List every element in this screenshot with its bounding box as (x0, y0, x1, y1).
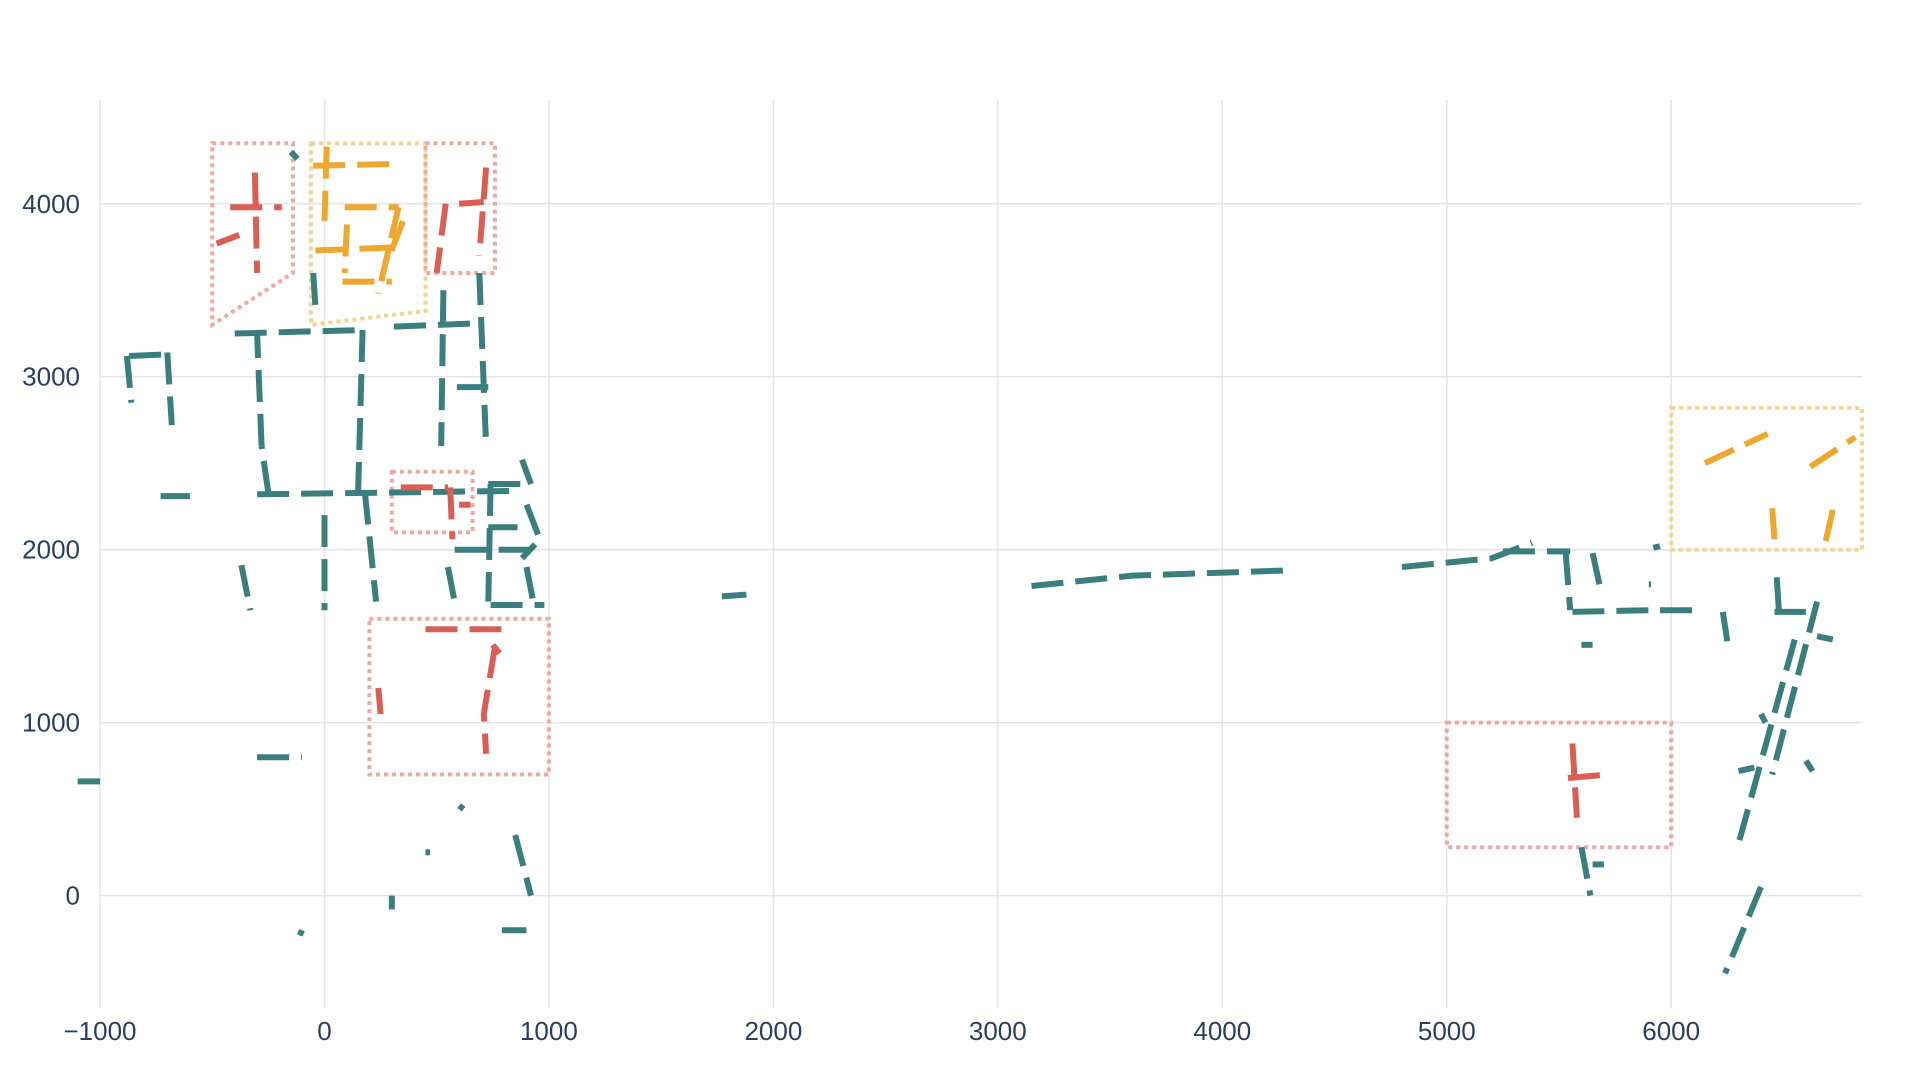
network-line-segment (254, 333, 265, 447)
highlight-region-box (389, 469, 475, 535)
network-line-segment (1816, 633, 1834, 643)
y-tick-label: 1000 (22, 708, 80, 738)
red-line-segment (480, 646, 498, 754)
highlight-region-box (423, 141, 497, 275)
network-line-segment (1719, 611, 1731, 642)
x-tick-label: 0 (317, 1016, 331, 1046)
region-boxes (210, 141, 1864, 850)
network-line-segment (164, 352, 175, 426)
network-line-segment (1758, 712, 1769, 724)
network-line-segment (1401, 539, 1534, 570)
data-lines (77, 146, 1857, 975)
highlight-region-box (210, 141, 295, 329)
highlight-region-box (367, 616, 551, 777)
network-line-segment (1562, 552, 1574, 611)
orange-line-segment (321, 146, 330, 222)
network-line-segment (721, 591, 747, 600)
red-line-segment (458, 199, 485, 207)
network-line-segment (257, 487, 516, 498)
y-tick-label: 2000 (22, 535, 80, 565)
red-line-segment (490, 642, 502, 656)
network-line-segment (361, 492, 380, 602)
x-tick-label: 4000 (1193, 1016, 1251, 1046)
network-line-segment (258, 445, 272, 494)
highlight-region-box (1444, 720, 1674, 850)
orange-line-segment (1820, 509, 1836, 551)
red-line-segment (433, 203, 449, 274)
red-line-segment (1569, 743, 1580, 818)
y-tick-label: 3000 (22, 362, 80, 392)
x-tick-label: 5000 (1418, 1016, 1476, 1046)
network-line-segment (1589, 552, 1603, 585)
y-tick-label: 0 (66, 881, 80, 911)
network-line-segment (234, 327, 363, 337)
network-line-segment (1769, 600, 1821, 776)
network-line-segment (512, 834, 534, 897)
network-line-segment (523, 566, 537, 603)
network-line-segment (1735, 638, 1798, 845)
network-line-segment (1652, 543, 1661, 551)
network-line-segment (1031, 567, 1290, 589)
grid (99, 100, 1862, 1008)
y-tick-label: 4000 (22, 189, 80, 219)
network-line-segment (485, 483, 494, 602)
orange-line-segment (1769, 507, 1778, 540)
network-line-segment (1722, 885, 1764, 975)
red-line-segment (215, 232, 241, 247)
network-line-segment (123, 355, 135, 403)
red-line-segment (375, 687, 384, 715)
red-line-segment (476, 167, 490, 256)
red-line-segment (1567, 771, 1609, 781)
x-tick-label: −1000 (63, 1016, 136, 1046)
network-line-segment (1737, 764, 1755, 775)
network-line-segment (1773, 577, 1782, 613)
orange-line-segment (1703, 431, 1769, 466)
network-line-segment (310, 272, 319, 308)
highlight-region-box (309, 141, 428, 328)
network-line-segment (288, 149, 300, 161)
network-line-segment (1578, 846, 1594, 897)
network-line-segment (238, 564, 254, 611)
network-line-segment (393, 320, 482, 330)
network-line-segment (129, 351, 170, 359)
network-line-segment (438, 290, 447, 446)
network-line-segment (297, 929, 305, 937)
x-tick-label: 3000 (969, 1016, 1027, 1046)
red-line-segment (447, 487, 456, 540)
network-line-segment (1803, 759, 1816, 773)
orange-line-segment (341, 224, 350, 274)
x-tick-label: 2000 (744, 1016, 802, 1046)
network-line-segment (1572, 607, 1649, 615)
network-line-segment (457, 803, 466, 812)
red-line-segment (251, 172, 261, 274)
network-line-segment (355, 329, 366, 493)
x-tick-label: 1000 (520, 1016, 578, 1046)
orange-line-segment (386, 220, 406, 257)
network-line-segment (476, 272, 490, 447)
network-line-segment (519, 458, 534, 486)
orange-line-segment (315, 244, 404, 254)
tick-labels: −1000 0 1000 2000 3000 4000 5000 6000 0 1000 2000 3… (22, 189, 1700, 1046)
orange-line-segment (1808, 434, 1857, 470)
highlight-region-box (1669, 405, 1864, 552)
x-tick-label: 6000 (1642, 1016, 1700, 1046)
network-line-segment (444, 566, 458, 603)
